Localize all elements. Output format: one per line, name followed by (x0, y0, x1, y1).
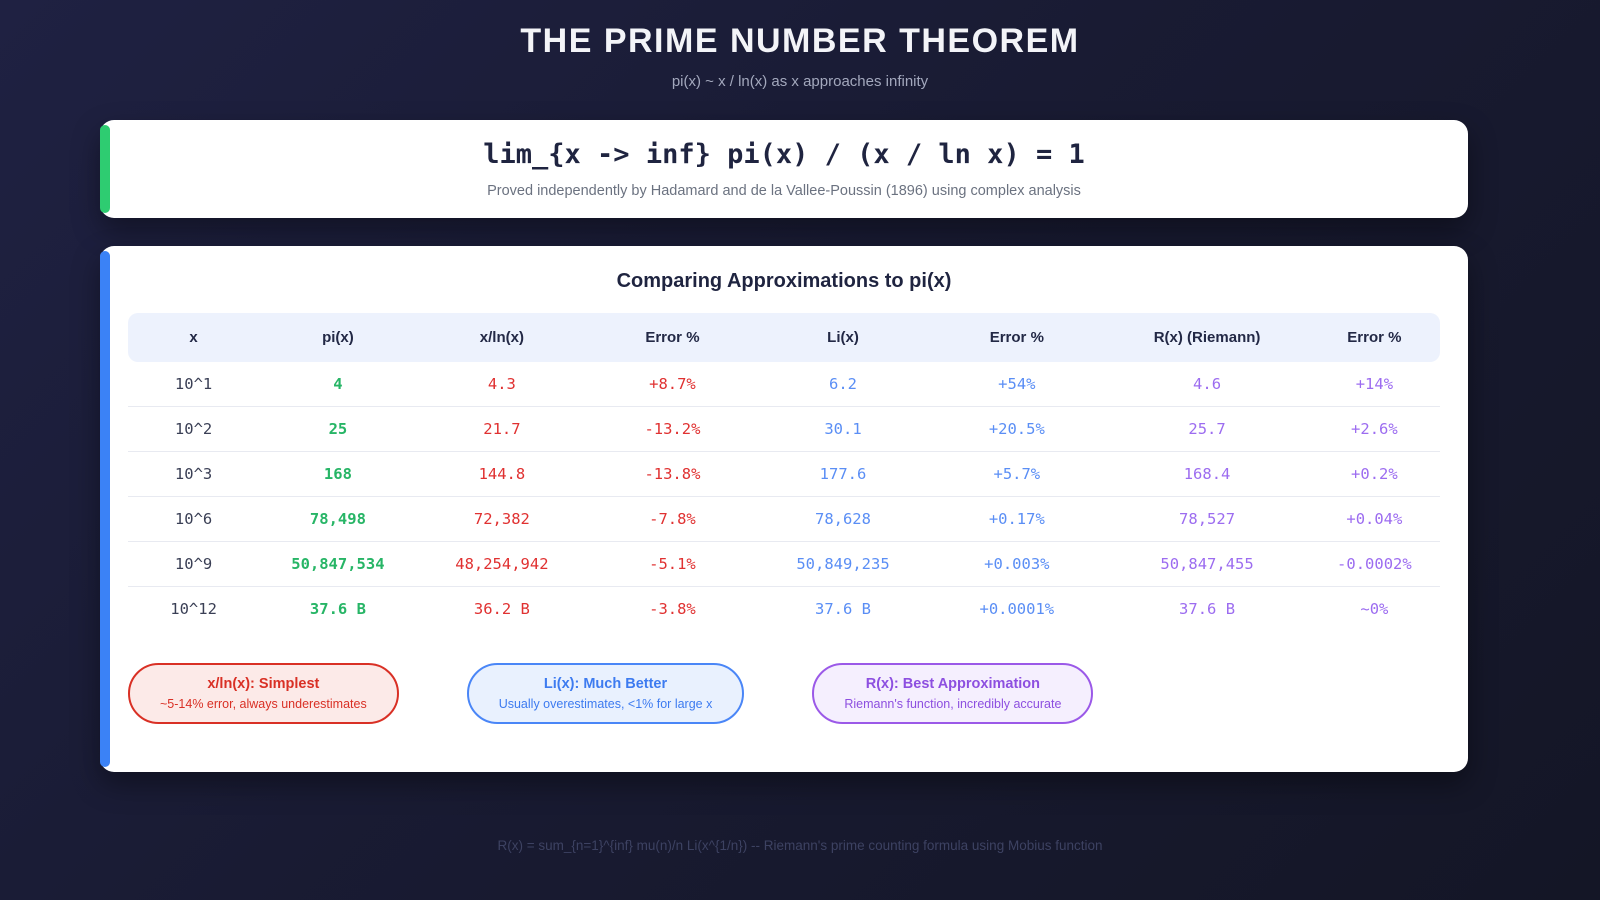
table-cell: -0.0002% (1308, 541, 1440, 586)
table-cell: 37.6 B (757, 586, 929, 631)
table-cell: ~0% (1308, 586, 1440, 631)
table-body: 10^1 4 4.3 +8.7% 6.2 +54% 4.6 +14% 10^2 25 21.7 -13… (128, 362, 1440, 631)
badge-title: Li(x): Much Better (543, 676, 668, 692)
badge-subtitle: ~5-14% error, always underestimates (160, 697, 367, 711)
table-cell: 10^9 (128, 541, 260, 586)
table-cell: 168.4 (1105, 451, 1309, 496)
table-cell: 72,382 (416, 496, 588, 541)
page-subtitle: pi(x) ~ x / ln(x) as x approaches infini… (671, 73, 929, 90)
theorem-accent-bar (100, 125, 110, 213)
table-cell: 10^3 (128, 451, 260, 496)
theorem-attribution: Proved independently by Hadamard and de … (487, 183, 1081, 199)
table-header-cell: Error % (1308, 313, 1440, 362)
table-cell: -7.8% (587, 496, 758, 541)
comparison-title: Comparing Approximations to pi(x) (616, 270, 952, 292)
badge-subtitle: Usually overestimates, <1% for large x (498, 697, 713, 711)
table-cell: 78,498 (259, 496, 417, 541)
table-header-cell: Error % (928, 313, 1106, 362)
theorem-formula: lim_{x -> inf} pi(x) / (x / ln x) = 1 (483, 139, 1085, 170)
page-header: THE PRIME NUMBER THEOREM pi(x) ~ x / ln(… (0, 0, 1600, 90)
table-cell: 50,849,235 (757, 541, 929, 586)
table-cell: 50,847,534 (259, 541, 417, 586)
table-header-cell: R(x) (Riemann) (1105, 313, 1309, 362)
approximation-table: x pi(x) x/ln(x) Error % Li(x) Error % R(x) (Ri… (128, 313, 1440, 631)
badge-title: x/ln(x): Simplest (207, 676, 320, 692)
table-cell: +5.7% (928, 451, 1106, 496)
badge-subtitle: Riemann's function, incredibly accurate (844, 697, 1062, 711)
table-cell: 25 (259, 406, 417, 451)
table-cell: 4.6 (1193, 375, 1222, 393)
table-cell: +20.5% (928, 406, 1106, 451)
table-cell: -3.8% (587, 586, 758, 631)
table-cell: 10^12 (128, 586, 260, 631)
table-cell: 78,527 (1105, 496, 1309, 541)
theorem-card: lim_{x -> inf} pi(x) / (x / ln x) = 1 Pr… (100, 120, 1468, 218)
table-cell: +0.2% (1308, 451, 1440, 496)
badge-xlnx: x/ln(x): Simplest ~5-14% error, always u… (128, 663, 399, 724)
table-cell: 4 (333, 375, 343, 393)
table-cell: 168 (259, 451, 417, 496)
table-cell: 10^2 (128, 406, 260, 451)
table-header-row: x pi(x) x/ln(x) Error % Li(x) Error % R(x) (Ri… (128, 313, 1440, 362)
table-header-cell: x (128, 313, 260, 362)
comparison-card: Comparing Approximations to pi(x) x pi(x)… (100, 246, 1468, 772)
table-cell: +0.003% (928, 541, 1106, 586)
page-title: THE PRIME NUMBER THEOREM (520, 22, 1080, 60)
table-cell: +8.7% (649, 375, 696, 393)
table-cell: +14% (1355, 375, 1394, 393)
table-cell: 25.7 (1105, 406, 1309, 451)
table-header-cell: Li(x) (757, 313, 929, 362)
table-cell: 4.3 (487, 375, 516, 393)
table-cell: 10^6 (128, 496, 260, 541)
table-cell: +0.04% (1308, 496, 1440, 541)
table-cell: 37.6 B (1105, 586, 1309, 631)
table-cell: 21.7 (416, 406, 588, 451)
footer-formula: R(x) = sum_{n=1}^{inf} mu(n)/n Li(x^{1/n… (497, 838, 1103, 853)
badge-lix: Li(x): Much Better Usually overestimates… (466, 663, 745, 724)
table-header: x pi(x) x/ln(x) Error % Li(x) Error % R(x) (Ri… (128, 313, 1440, 362)
badge-title: R(x): Best Approximation (865, 676, 1041, 692)
table-cell: 36.2 B (416, 586, 588, 631)
table-header-cell: x/ln(x) (416, 313, 588, 362)
table-cell: 30.1 (757, 406, 929, 451)
table-cell: -5.1% (587, 541, 758, 586)
table-row: 10^3 168 144.8 -13.8% 177.6 +5.7% 168.4 +0.2% (128, 451, 1440, 496)
table-cell: +54% (998, 375, 1036, 393)
table-row: 10^1 4 4.3 +8.7% 6.2 +54% 4.6 +14% (128, 362, 1440, 406)
table-row: 10^9 50,847,534 48,254,942 -5.1% 50,849,235 +… (128, 541, 1440, 586)
table-header-cell: pi(x) (259, 313, 417, 362)
table-row: 10^2 25 21.7 -13.2% 30.1 +20.5% 25.7 +2.6% (128, 406, 1440, 451)
badges-row: x/ln(x): Simplest ~5-14% error, always u… (128, 663, 1440, 724)
table-row: 10^6 78,498 72,382 -7.8% 78,628 +0.17% 78,527 +… (128, 496, 1440, 541)
table-header-cell: Error % (587, 313, 758, 362)
table-cell: +0.17% (928, 496, 1106, 541)
table-cell: -13.8% (587, 451, 758, 496)
table-cell: -13.2% (587, 406, 758, 451)
table-row: 10^12 37.6 B 36.2 B -3.8% 37.6 B +0.0001% 37.6… (128, 586, 1440, 631)
table-cell: 10^1 (174, 375, 213, 393)
table-cell: 50,847,455 (1105, 541, 1309, 586)
table-cell: +2.6% (1308, 406, 1440, 451)
table-cell: 177.6 (757, 451, 929, 496)
badge-rx: R(x): Best Approximation Riemann's funct… (812, 663, 1094, 724)
table-cell: 6.2 (828, 375, 857, 393)
table-cell: +0.0001% (928, 586, 1106, 631)
comparison-accent-bar (100, 251, 110, 767)
table-cell: 144.8 (416, 451, 588, 496)
table-cell: 37.6 B (259, 586, 417, 631)
table-cell: 48,254,942 (416, 541, 588, 586)
table-cell: 78,628 (757, 496, 929, 541)
